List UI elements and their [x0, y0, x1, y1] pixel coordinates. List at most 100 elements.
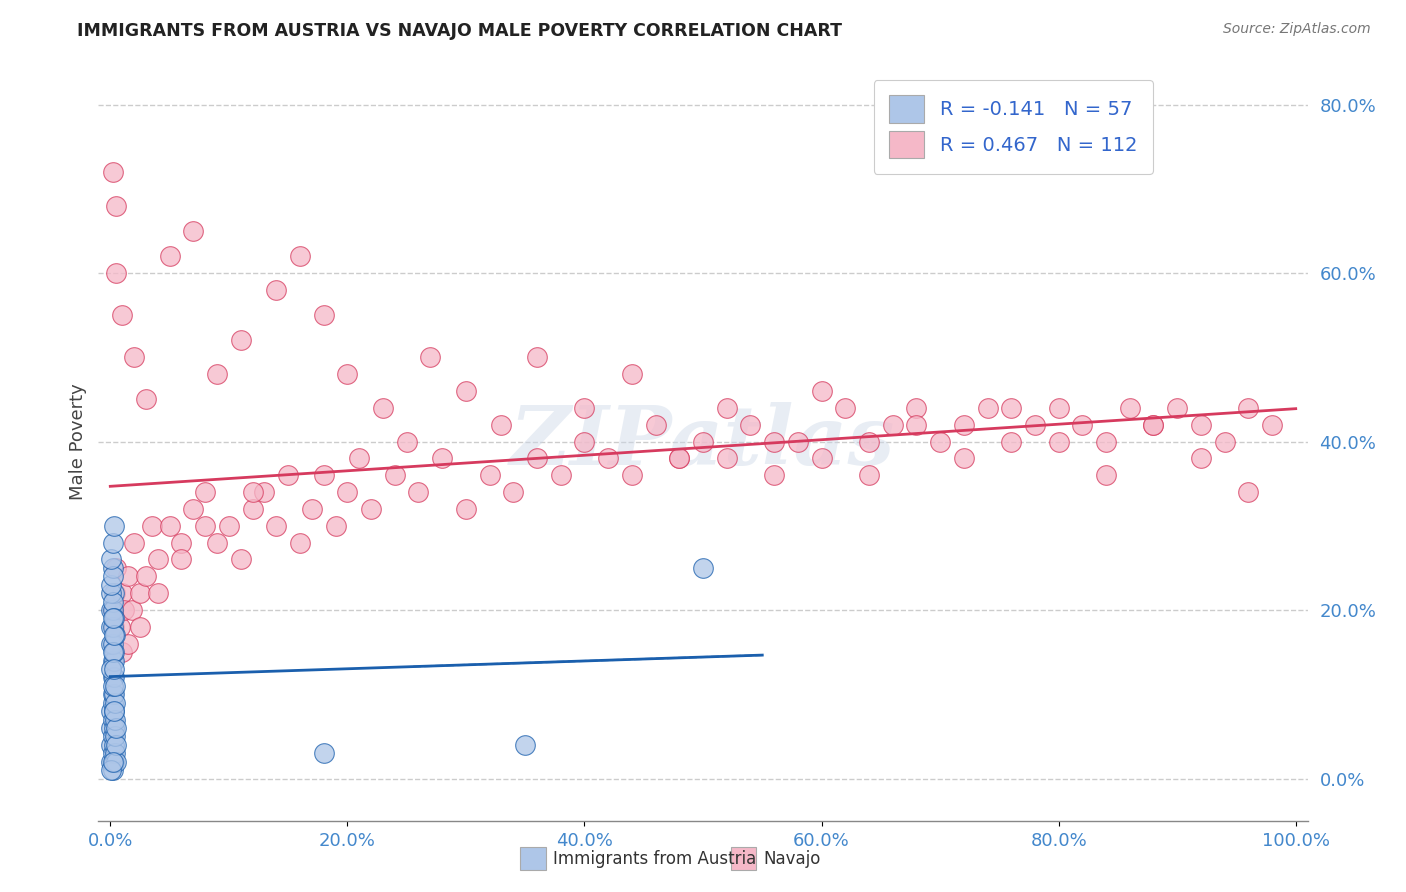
Point [763, 434, 786, 449]
Point [336, 485, 359, 500]
Point [135, 569, 157, 583]
Point [1000, 434, 1022, 449]
Point [526, 451, 548, 466]
Point [101, 645, 124, 659]
Point [104, 730, 127, 744]
Point [105, 755, 128, 769]
Point [229, 334, 252, 348]
Point [105, 266, 128, 280]
Point [716, 451, 738, 466]
Point [122, 535, 145, 549]
Point [336, 367, 359, 381]
Point [129, 586, 152, 600]
Point [763, 468, 786, 483]
Point [101, 696, 124, 710]
Point [105, 721, 128, 735]
Point [105, 199, 128, 213]
Point [1237, 401, 1260, 415]
Point [1071, 417, 1094, 432]
Point [264, 283, 287, 297]
Point [976, 401, 998, 415]
Point [1000, 401, 1022, 415]
Point [598, 451, 620, 466]
Point [104, 679, 127, 693]
Text: IMMIGRANTS FROM AUSTRIA VS NAVAJO MALE POVERTY CORRELATION CHART: IMMIGRANTS FROM AUSTRIA VS NAVAJO MALE P… [77, 22, 842, 40]
Point [432, 451, 454, 466]
Point [101, 594, 124, 608]
Point [103, 611, 125, 625]
Point [419, 351, 441, 365]
Point [146, 586, 169, 600]
Point [574, 401, 596, 415]
Point [101, 755, 124, 769]
Point [360, 502, 382, 516]
Point [111, 308, 134, 322]
Point [101, 535, 124, 549]
Point [395, 434, 418, 449]
Point [454, 502, 477, 516]
Point [668, 451, 690, 466]
Point [620, 367, 643, 381]
Point [100, 704, 122, 718]
Point [103, 721, 125, 735]
Point [1095, 434, 1118, 449]
Point [1213, 434, 1236, 449]
Point [716, 401, 738, 415]
Point [103, 518, 125, 533]
Point [101, 637, 124, 651]
Point [478, 468, 501, 483]
Text: Navajo: Navajo [763, 849, 821, 868]
Point [101, 670, 124, 684]
Point [253, 485, 276, 500]
Point [574, 434, 596, 449]
Point [384, 468, 406, 483]
Point [103, 662, 125, 676]
Point [181, 224, 204, 238]
Point [101, 603, 124, 617]
Point [1119, 401, 1142, 415]
Point [122, 351, 145, 365]
Point [1024, 417, 1046, 432]
Text: Source: ZipAtlas.com: Source: ZipAtlas.com [1223, 22, 1371, 37]
Point [1189, 417, 1212, 432]
Point [117, 637, 139, 651]
Point [111, 645, 134, 659]
Point [740, 417, 762, 432]
Point [117, 569, 139, 583]
Point [104, 696, 127, 710]
Point [111, 586, 134, 600]
Point [952, 417, 974, 432]
Point [103, 586, 125, 600]
Point [103, 738, 125, 752]
Point [242, 485, 264, 500]
Point [205, 535, 228, 549]
Point [1261, 417, 1284, 432]
Point [141, 518, 163, 533]
Point [101, 620, 124, 634]
Point [101, 746, 124, 760]
Point [101, 561, 124, 575]
Point [159, 518, 181, 533]
Point [100, 586, 122, 600]
Point [205, 367, 228, 381]
Point [371, 401, 394, 415]
Point [103, 704, 125, 718]
Point [100, 738, 122, 752]
Point [644, 417, 666, 432]
Point [1142, 417, 1164, 432]
Point [146, 552, 169, 566]
Point [100, 620, 122, 634]
Point [1237, 485, 1260, 500]
Point [121, 603, 143, 617]
Point [104, 628, 127, 642]
Point [312, 746, 335, 760]
Point [242, 502, 264, 516]
Point [1095, 468, 1118, 483]
Legend: R = -0.141   N = 57, R = 0.467   N = 112: R = -0.141 N = 57, R = 0.467 N = 112 [873, 79, 1153, 174]
Point [100, 552, 122, 566]
Point [103, 645, 125, 659]
Point [550, 468, 572, 483]
Point [834, 401, 856, 415]
Point [100, 755, 122, 769]
Point [103, 687, 125, 701]
